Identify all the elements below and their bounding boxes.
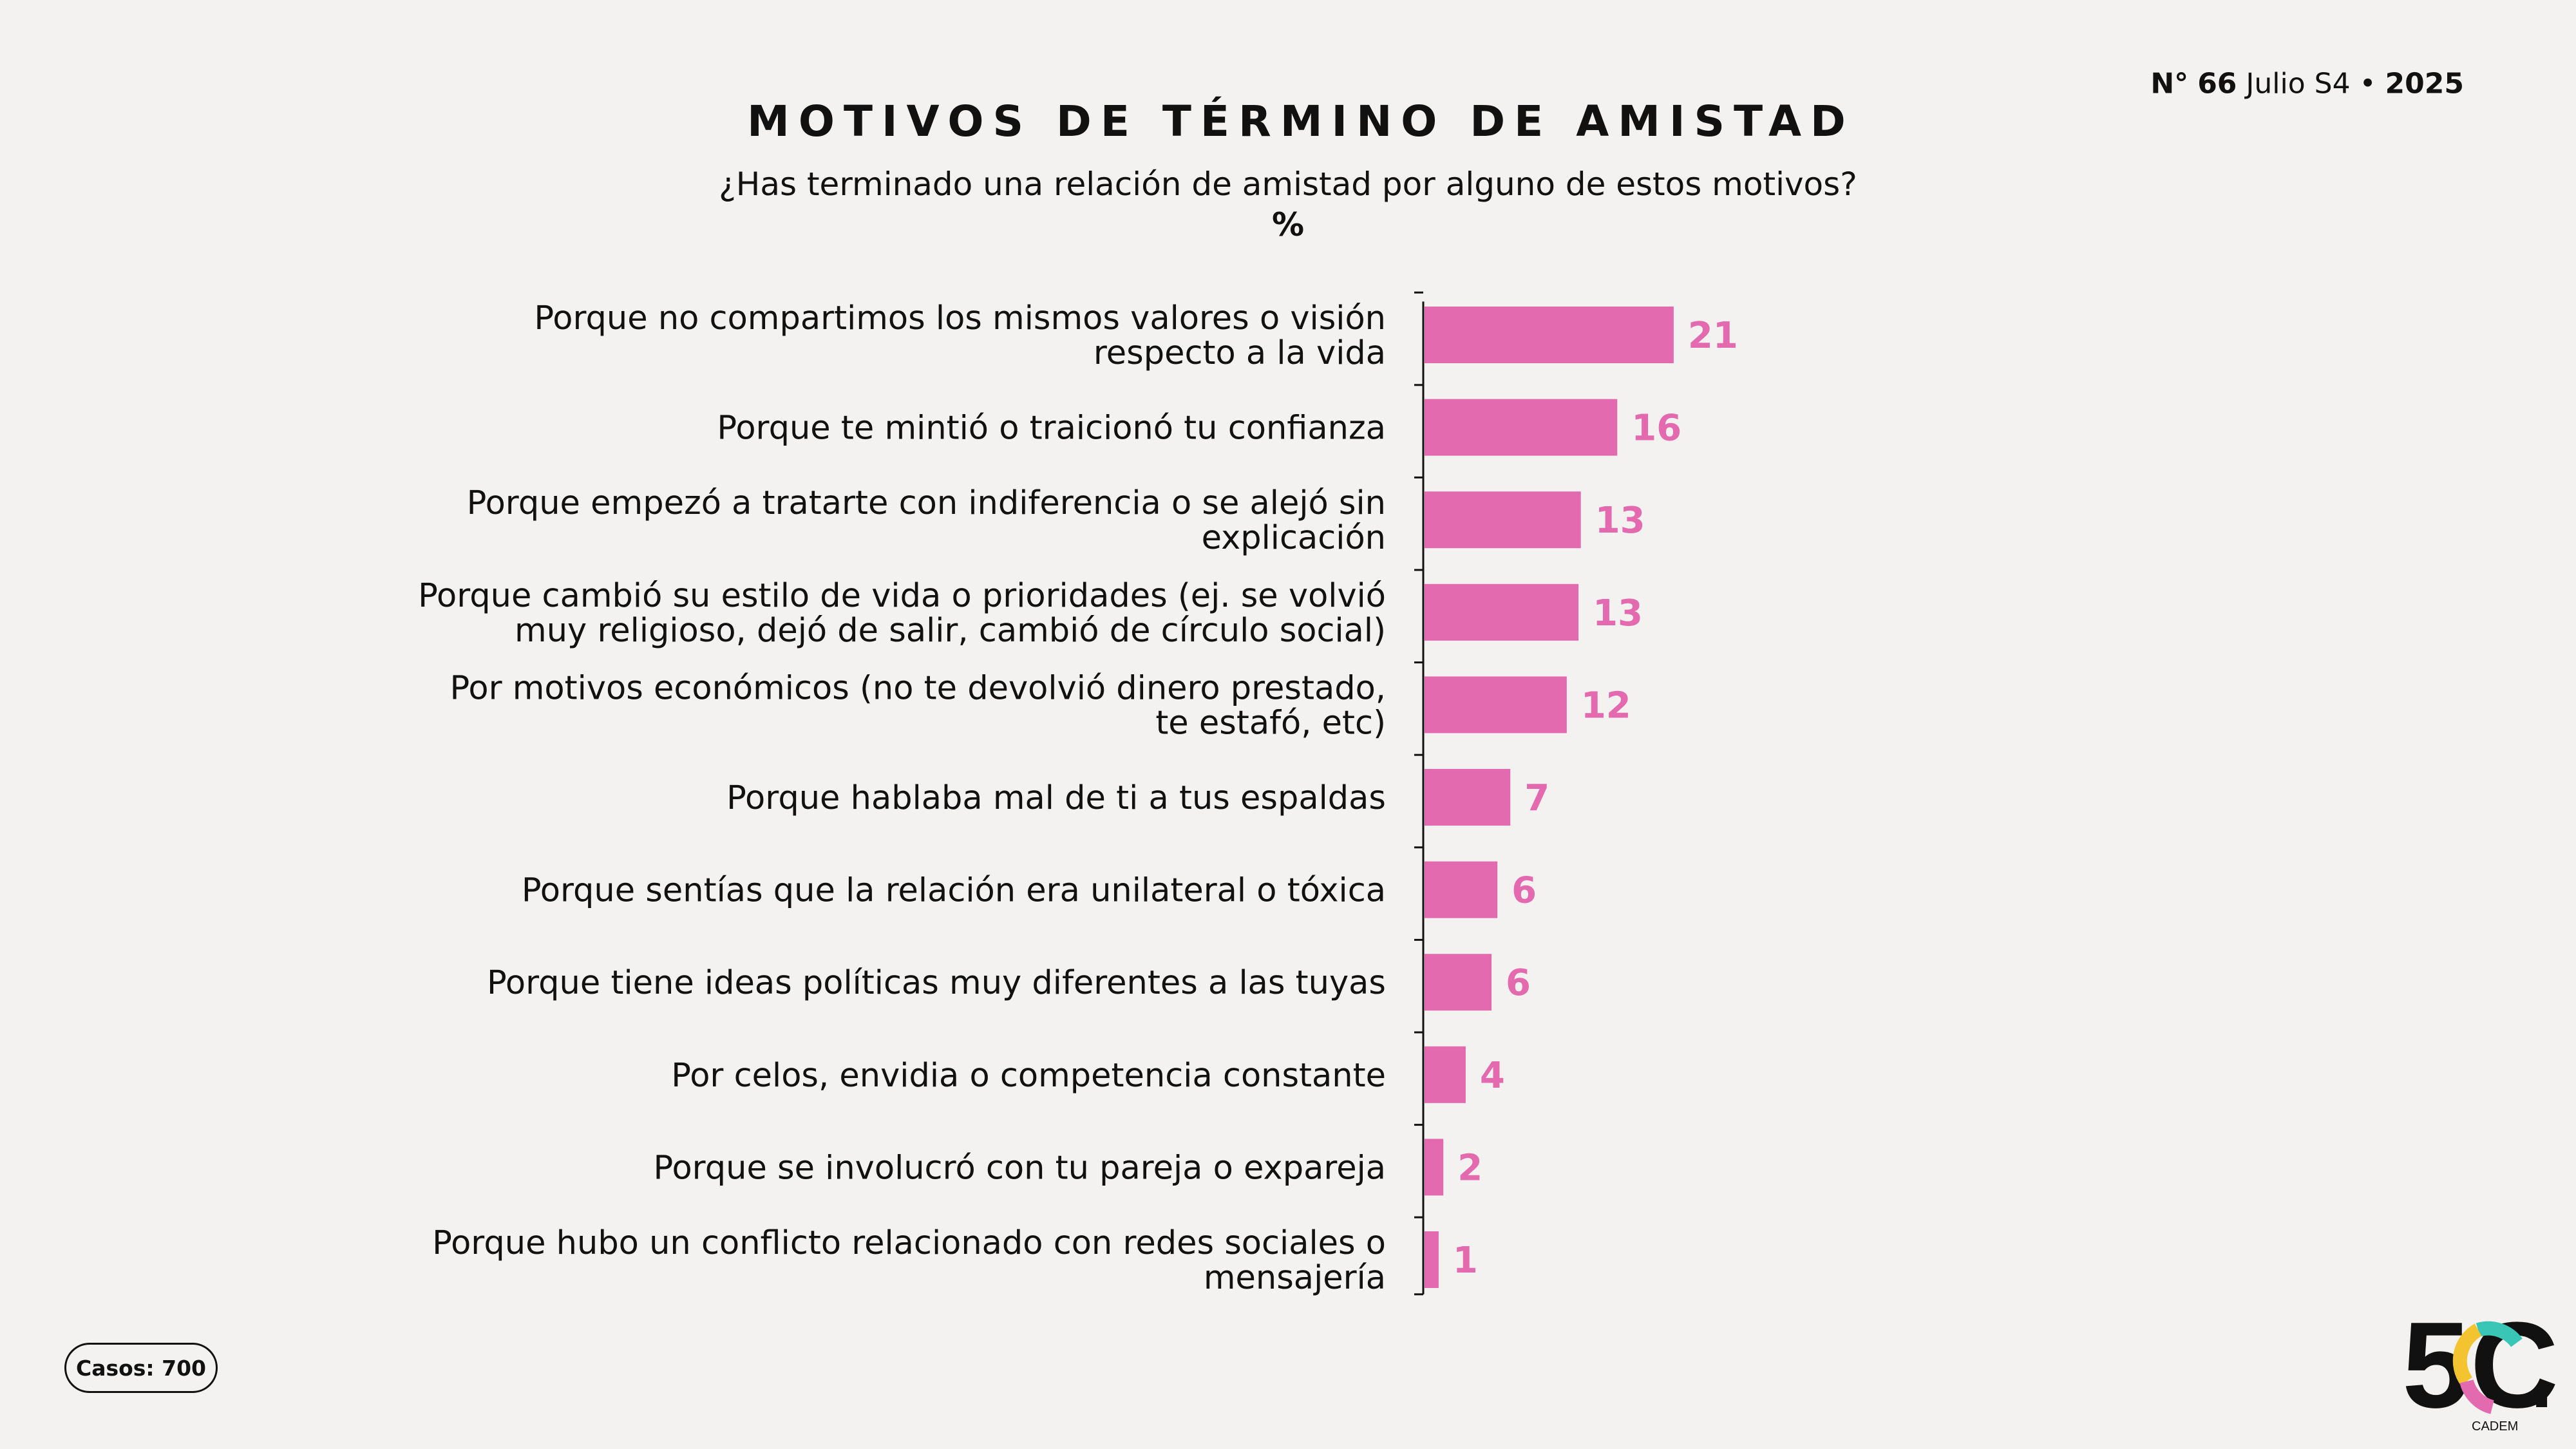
bar: [1425, 491, 1581, 549]
edition-period: Julio S4: [2246, 67, 2351, 100]
bar: [1425, 769, 1511, 826]
category-label-line: Porque cambió su estilo de vida o priori…: [418, 577, 1386, 615]
edition-info: N° 66 Julio S4 • 2025: [2150, 66, 2464, 100]
category-label-line: Porque empezó a tratarte con indiferenci…: [467, 484, 1386, 522]
category-label-line: Porque hablaba mal de ti a tus espaldas: [726, 779, 1386, 817]
logo-name: CADEM: [2472, 1419, 2518, 1433]
bar-value-label: 21: [1688, 315, 1738, 357]
bar-value-label: 4: [1480, 1055, 1505, 1097]
bar-value-label: 6: [1511, 870, 1537, 912]
chart-unit: %: [1271, 206, 1305, 243]
edition-prefix: N°: [2150, 67, 2189, 100]
category-label-line: Porque tiene ideas políticas muy diferen…: [487, 964, 1386, 1002]
category-label-line: Por celos, envidia o competencia constan…: [671, 1057, 1386, 1095]
edition-separator: •: [2359, 67, 2376, 100]
chart-title: MOTIVOS DE TÉRMINO DE AMISTAD: [747, 97, 1855, 146]
bar: [1425, 1139, 1444, 1196]
category-label-line: Porque hubo un conflicto relacionado con…: [432, 1224, 1386, 1262]
category-label: Porque sentías que la relación era unila…: [522, 872, 1386, 910]
bar-value-label: 6: [1506, 962, 1531, 1004]
category-label-line: te estafó, etc): [1155, 704, 1386, 742]
chart-subtitle: ¿Has terminado una relación de amistad p…: [719, 166, 1857, 203]
bar: [1425, 861, 1498, 918]
edition-year: 2025: [2385, 67, 2464, 100]
logo-dot: .: [2531, 1338, 2552, 1424]
bar-value-label: 2: [1457, 1147, 1482, 1189]
category-label: Porque cambió su estilo de vida o priori…: [418, 577, 1386, 650]
category-label: Porque tiene ideas políticas muy diferen…: [487, 964, 1386, 1002]
bar-value-label: 12: [1581, 685, 1631, 726]
category-label: Por motivos económicos (no te devolvió d…: [450, 669, 1386, 742]
category-label-line: mensajería: [1204, 1259, 1386, 1297]
bar-value-label: 7: [1524, 777, 1549, 819]
cadem-logo: 5C . CADEM: [2402, 1304, 2557, 1433]
category-label-line: Porque no compartimos los mismos valores…: [534, 299, 1386, 337]
category-label-line: muy religioso, dejó de salir, cambió de …: [515, 612, 1386, 650]
category-label: Por celos, envidia o competencia constan…: [671, 1057, 1386, 1095]
cases-badge: Casos: 700: [64, 1343, 218, 1393]
category-label-line: explicación: [1202, 519, 1386, 557]
category-label: Porque te mintió o traicionó tu confianz…: [717, 410, 1386, 448]
category-label-line: Por motivos económicos (no te devolvió d…: [450, 669, 1386, 707]
bar-value-label: 16: [1631, 408, 1681, 450]
category-label: Porque no compartimos los mismos valores…: [534, 299, 1386, 372]
category-label: Porque hubo un conflicto relacionado con…: [432, 1224, 1386, 1297]
category-label: Porque empezó a tratarte con indiferenci…: [467, 484, 1386, 557]
bar: [1425, 307, 1674, 363]
bar: [1425, 399, 1618, 456]
bar-value-label: 13: [1593, 592, 1643, 634]
category-label-line: Porque te mintió o traicionó tu confianz…: [717, 410, 1386, 448]
category-label-line: respecto a la vida: [1094, 334, 1386, 372]
bar: [1425, 676, 1567, 734]
bar-value-label: 13: [1595, 500, 1645, 542]
category-label: Porque hablaba mal de ti a tus espaldas: [726, 779, 1386, 817]
category-label: Porque se involucró con tu pareja o expa…: [654, 1149, 1386, 1187]
edition-number: 66: [2197, 67, 2237, 100]
category-label-line: Porque se involucró con tu pareja o expa…: [654, 1149, 1386, 1187]
bar: [1425, 1231, 1439, 1288]
bar: [1425, 1046, 1466, 1103]
bar: [1425, 954, 1492, 1011]
bar: [1425, 583, 1579, 641]
category-label-line: Porque sentías que la relación era unila…: [522, 872, 1386, 910]
bar-value-label: 1: [1453, 1240, 1478, 1282]
